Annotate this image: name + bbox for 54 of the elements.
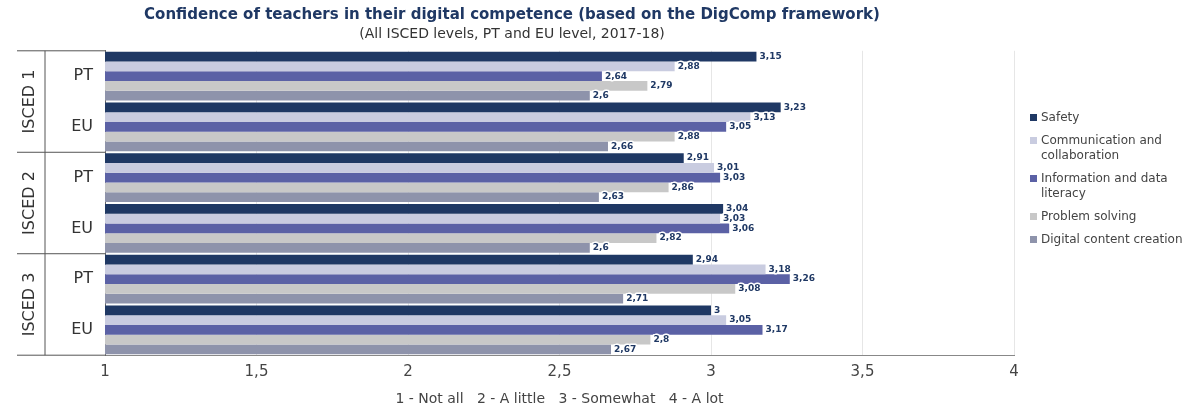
y-tick-label: EU	[71, 318, 93, 338]
data-label: 2,6	[592, 242, 609, 253]
data-label: 3,06	[732, 222, 755, 233]
data-label: 2,63	[601, 191, 625, 202]
x-tick-label: 1,5	[244, 362, 269, 381]
y-tick-label: PT	[73, 166, 94, 186]
data-label: 2,64	[604, 70, 628, 81]
data-label: 3,18	[768, 263, 791, 274]
data-label: 3,03	[723, 212, 746, 223]
data-label: 2,8	[653, 333, 670, 344]
data-label: 3,03	[723, 171, 746, 182]
text: ISCED 1	[19, 69, 39, 134]
data-label: 3,13	[753, 111, 776, 122]
data-label: 2,6	[592, 89, 609, 100]
legend-label: Problem solving	[1041, 209, 1137, 224]
data-label: 3,26	[792, 273, 815, 284]
data-label: 2,82	[659, 232, 682, 243]
data-label: 2,66	[610, 140, 634, 151]
data-label: 3,05	[729, 121, 752, 132]
y-tick-label: PT	[73, 65, 94, 85]
data-label: 2,67	[614, 343, 637, 354]
data-label: 3,05	[729, 314, 752, 325]
y-tick-label: PT	[73, 268, 94, 288]
data-label: 2,79	[650, 80, 673, 91]
x-tick-label: 1	[100, 362, 110, 381]
legend-label: Digital content creation	[1041, 232, 1183, 247]
text: ISCED 2	[19, 171, 39, 235]
data-label: 3,01	[717, 162, 740, 173]
data-label: 2,88	[677, 130, 700, 141]
x-axis-title: 1 - Not all 2 - A little 3 - Somewhat 4 - A lot	[395, 390, 725, 407]
data-label: 3,15	[759, 51, 782, 62]
x-tick-label: 2,5	[547, 362, 572, 381]
x-tick-label: 3	[706, 362, 716, 381]
chart-subtitle: (All ISCED levels, PT and EU level, 2017-18)	[359, 25, 665, 42]
chart-title: Confidence of teachers in their digital competence (based on the DigComp framework)	[144, 4, 880, 23]
y-tick-label: EU	[71, 116, 93, 136]
data-label: 3,17	[765, 324, 788, 335]
data-label: 2,94	[695, 253, 719, 264]
data-label: 2,86	[671, 181, 694, 192]
legend-label: Safety	[1041, 110, 1080, 125]
x-tick-label: 4	[1009, 362, 1019, 381]
text: ISCED 3	[19, 272, 39, 337]
data-label: 3,08	[738, 283, 761, 294]
data-label: 2,71	[626, 292, 649, 303]
legend-label: Communication and collaboration	[1041, 133, 1163, 163]
x-tick-label: 3,5	[850, 362, 875, 381]
legend-label: Information and data literacy	[1041, 171, 1169, 201]
y-tick-label: EU	[71, 217, 93, 237]
data-label: 3	[714, 304, 721, 315]
data-label: 2,88	[677, 60, 700, 71]
data-label: 3,23	[783, 101, 806, 112]
data-label: 3,04	[726, 203, 749, 214]
x-tick-label: 2	[403, 362, 413, 381]
data-label: 2,91	[686, 152, 709, 163]
